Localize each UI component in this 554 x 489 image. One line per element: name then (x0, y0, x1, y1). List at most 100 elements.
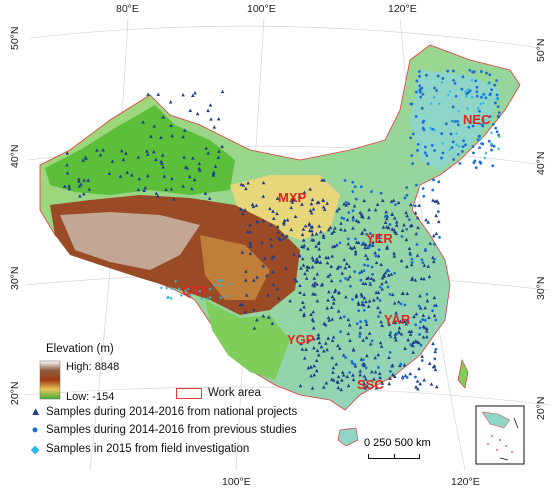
sample-point (244, 269, 248, 273)
sample-point (403, 373, 408, 378)
sample-point (312, 276, 317, 280)
sample-point (372, 278, 376, 282)
sample-point (433, 86, 436, 90)
sample-point (446, 69, 450, 73)
sample-point (219, 296, 223, 300)
sample-point (412, 314, 416, 319)
sample-point (383, 220, 388, 225)
sample-point (488, 115, 492, 118)
sample-point (380, 281, 384, 286)
sample-point (376, 290, 381, 294)
sample-point (409, 262, 414, 267)
sample-point (255, 275, 259, 279)
sample-point (321, 235, 326, 240)
sample-point (373, 370, 378, 374)
sample-point (389, 272, 394, 276)
triangle-icon: ▲ (30, 406, 42, 418)
sample-point (351, 226, 355, 230)
sample-point (98, 152, 103, 157)
sample-point (362, 374, 367, 378)
sample-point (474, 166, 478, 170)
sample-point (285, 233, 289, 238)
sample-point (405, 291, 410, 296)
sample-point (343, 228, 347, 232)
sample-point (399, 258, 404, 263)
sample-point (316, 335, 321, 339)
sample-point (421, 335, 426, 339)
sample-point (415, 79, 419, 83)
sample-point (76, 177, 81, 181)
sample-point (448, 89, 452, 94)
sample-point (370, 243, 375, 247)
work-area-swatch (176, 387, 202, 399)
sample-point (310, 255, 315, 260)
sample-point (315, 200, 320, 205)
sample-point (418, 84, 422, 88)
sample-point (420, 258, 424, 262)
sample-point (174, 279, 178, 283)
sample-point (472, 161, 476, 165)
sample-point (365, 384, 369, 388)
sample-point (166, 296, 169, 300)
sample-point (475, 85, 479, 89)
sample-point (353, 237, 357, 241)
sample-point (261, 314, 266, 318)
sample-point (378, 310, 383, 314)
sample-point (339, 387, 344, 392)
sample-point (453, 81, 457, 85)
sample-point (352, 245, 357, 249)
sample-point (326, 227, 331, 232)
sample-point (165, 286, 169, 290)
sample-point (354, 218, 359, 223)
sample-point (354, 197, 358, 201)
sample-point (360, 231, 364, 235)
sample-point (329, 305, 334, 309)
sample-point (331, 301, 336, 305)
sample-point (326, 315, 331, 320)
sample-point (426, 264, 431, 268)
sample-point (192, 177, 197, 182)
taiwan (457, 358, 469, 389)
sample-point (370, 369, 374, 374)
sample-point (365, 353, 369, 358)
sample-point (410, 102, 414, 106)
sample-point (440, 80, 444, 85)
sample-point (418, 381, 422, 386)
sample-point (136, 155, 141, 159)
sample-point (455, 131, 458, 136)
sample-point (310, 265, 315, 269)
sample-point (228, 282, 232, 286)
sample-point (441, 151, 445, 155)
sample-point (319, 344, 324, 349)
sample-point (346, 201, 351, 205)
sample-point (377, 238, 382, 243)
sample-point (171, 197, 176, 201)
sample-point (481, 93, 484, 97)
sample-point (282, 220, 286, 224)
sample-point (339, 221, 343, 225)
sample-point (363, 281, 368, 286)
sample-point (160, 153, 165, 157)
sample-point (330, 377, 334, 381)
sample-point (362, 308, 366, 312)
sample-point (271, 209, 275, 213)
sample-point (371, 240, 375, 244)
sample-point (181, 184, 185, 188)
sample-point (375, 202, 380, 206)
sample-point (409, 202, 413, 207)
sample-point (388, 376, 392, 380)
sample-point (351, 347, 356, 351)
sample-point (220, 89, 225, 94)
sample-point (384, 216, 389, 221)
sample-point (380, 381, 385, 385)
sample-point (302, 190, 307, 194)
sample-point (418, 90, 422, 94)
sample-point (389, 199, 394, 203)
sample-point (475, 94, 479, 98)
sample-point (368, 232, 372, 235)
sample-point (314, 257, 319, 261)
sample-point (170, 287, 174, 291)
sample-point (65, 163, 69, 167)
sample-point (278, 237, 283, 242)
sample-point (220, 144, 224, 149)
